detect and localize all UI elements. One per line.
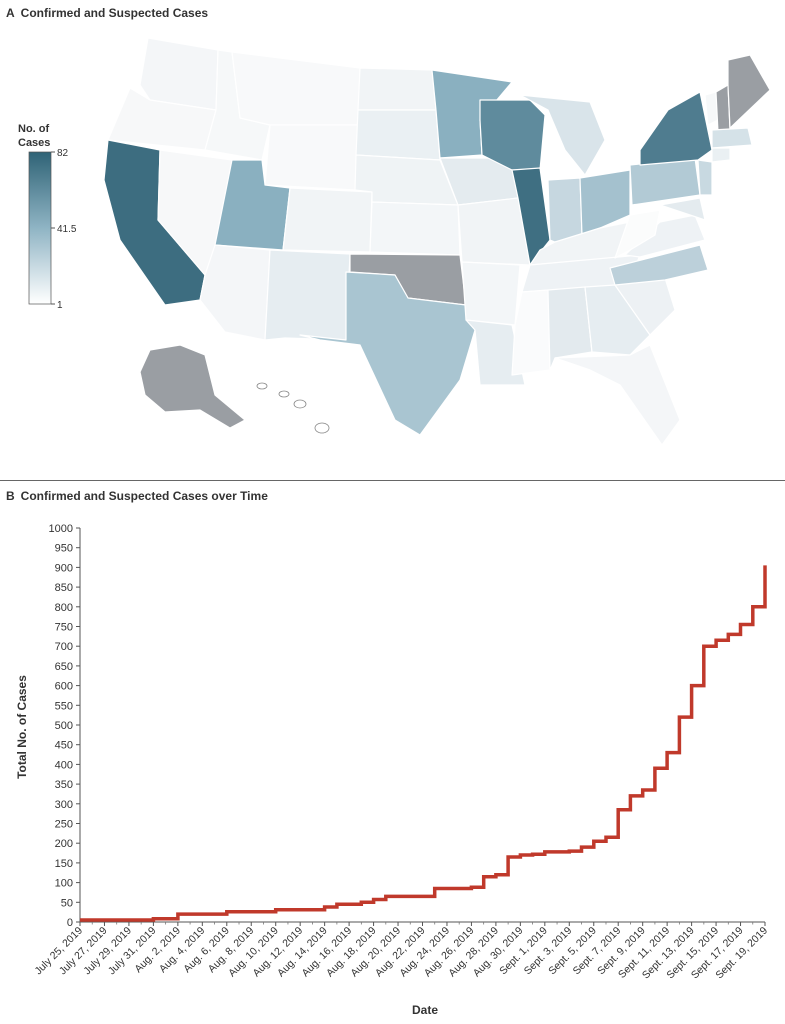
legend-mid-label: 41.5 (57, 224, 77, 235)
legend-title-line2: Cases (18, 137, 50, 149)
state-ohio (579, 169, 631, 236)
y-tick-label: 700 (55, 641, 73, 653)
state-north-dakota (357, 67, 437, 111)
y-tick-label: 500 (55, 720, 73, 732)
y-tick-label: 0 (67, 917, 73, 929)
state-wyoming (264, 124, 359, 191)
y-tick-label: 800 (55, 602, 73, 614)
y-tick-label: 1000 (49, 523, 73, 535)
y-tick-label: 650 (55, 661, 73, 673)
state-maine (727, 54, 771, 129)
y-axis: 0 50 100 150 200 250 300 350 400 450 500 550 600 650 7… (49, 523, 81, 929)
state-alabama (547, 286, 593, 371)
state-washington (139, 37, 219, 111)
us-choropleth-map: No. of Cases 82 41.5 1 (18, 37, 771, 446)
y-tick-label: 850 (55, 582, 73, 594)
state-new-york (639, 91, 713, 166)
panel-divider (0, 480, 785, 481)
y-tick-label: 550 (55, 700, 73, 712)
state-colorado (282, 187, 373, 253)
state-arizona (199, 244, 271, 341)
cases-over-time-chart: 0 50 100 150 200 250 300 350 400 450 500 550 600 650 7… (15, 523, 770, 1017)
state-hawaii (256, 382, 330, 434)
state-west-virginia (614, 209, 661, 259)
y-tick-label: 900 (55, 562, 73, 574)
state-georgia (584, 284, 651, 356)
state-montana (231, 51, 361, 126)
y-tick-label: 450 (55, 740, 73, 752)
state-florida (554, 344, 681, 446)
state-wisconsin (479, 99, 546, 171)
state-alaska (139, 344, 246, 429)
y-axis-label: Total No. of Cases (15, 675, 29, 779)
state-maryland (659, 197, 706, 221)
state-indiana (547, 177, 583, 243)
state-arkansas (461, 261, 521, 326)
state-mississippi (511, 289, 551, 376)
x-axis-label: Date (412, 1003, 438, 1017)
y-tick-label: 600 (55, 681, 73, 693)
y-tick-label: 950 (55, 543, 73, 555)
y-tick-label: 400 (55, 759, 73, 771)
state-new-mexico (264, 249, 351, 341)
map-legend: No. of Cases 82 41.5 1 (18, 123, 77, 311)
y-tick-label: 150 (55, 858, 73, 870)
y-tick-label: 50 (61, 897, 73, 909)
y-tick-label: 750 (55, 622, 73, 634)
y-tick-label: 200 (55, 838, 73, 850)
state-massachusetts (711, 127, 753, 149)
legend-title-line1: No. of (18, 123, 49, 135)
y-tick-label: 350 (55, 779, 73, 791)
state-louisiana (465, 319, 526, 386)
state-kansas (369, 201, 461, 256)
legend-min-label: 1 (57, 300, 63, 311)
state-connecticut (711, 147, 731, 163)
y-tick-label: 100 (55, 878, 73, 890)
panel-a-title: A Confirmed and Suspected Cases (6, 6, 209, 20)
state-south-dakota (355, 109, 441, 161)
y-tick-label: 250 (55, 819, 73, 831)
panel-b-title: B Confirmed and Suspected Cases over Time (6, 489, 268, 503)
state-new-jersey (697, 159, 713, 196)
state-texas (299, 271, 476, 436)
state-north-carolina (609, 244, 709, 286)
legend-color-bar (28, 151, 52, 305)
series-line-cumulative-cases (80, 565, 767, 922)
states (103, 37, 771, 446)
legend-max-label: 82 (57, 148, 69, 159)
state-michigan (519, 94, 606, 176)
y-tick-label: 300 (55, 799, 73, 811)
